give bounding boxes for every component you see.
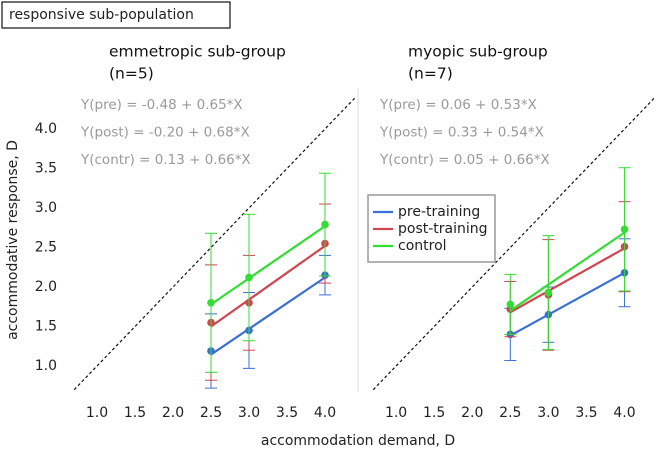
y-tick-label: 3.0 [35,200,57,216]
fit-line [210,225,326,306]
data-point [245,273,253,282]
x-tick-label: 1.5 [124,405,146,421]
panel-title: emmetropic sub-group [109,43,286,61]
data-point [544,288,553,297]
x-tick-label: 3.5 [575,405,597,421]
y-axis-label: accommodative response, D [5,140,21,340]
identity-line [73,96,356,391]
y-tick-label: 1.5 [35,319,57,335]
data-point [207,299,215,307]
fit-line [509,231,626,312]
x-tick-label: 3.0 [238,405,260,421]
x-tick-label: 1.0 [385,405,407,421]
data-point [321,220,329,229]
x-tick-label: 2.5 [200,405,222,421]
x-axis-label: accommodation demand, D [261,433,455,449]
fit-equation: Y(contr) = 0.13 + 0.66*X [80,152,251,168]
x-tick-label: 1.0 [86,405,108,421]
x-tick-label: 3.0 [537,405,559,421]
header-box [1,1,231,29]
legend-label: control [398,238,447,254]
fit-line [210,245,326,328]
panel-title: myopic sub-group [408,43,548,61]
header: responsive sub-population [9,7,194,23]
x-tick-label: 2.0 [162,405,184,421]
panel-subtitle: (n=5) [109,65,154,83]
fit-equation: Y(post) = 0.33 + 0.54*X [379,125,544,141]
y-tick-label: 2.0 [35,279,57,295]
fit-equation: Y(post) = -0.20 + 0.68*X [80,125,250,141]
identity-line [372,96,656,391]
fit-equation: Y(pre) = -0.48 + 0.65*X [80,97,243,113]
y-tick-label: 2.5 [35,240,57,256]
x-tick-label: 1.5 [423,405,445,421]
fit-line [509,247,626,314]
x-tick-label: 2.5 [499,405,521,421]
x-tick-label: 3.5 [276,405,298,421]
x-tick-label: 4.0 [314,405,336,421]
y-tick-label: 4.0 [35,121,57,137]
y-tick-label: 3.5 [35,161,57,177]
fit-line [509,271,626,337]
legend-label: post-training [398,221,488,237]
panel-subtitle: (n=7) [408,65,453,83]
x-tick-label: 2.0 [461,405,483,421]
legend-box [367,194,496,263]
fit-line [210,276,326,356]
data-point [620,225,629,234]
y-tick-label: 1.0 [35,358,57,374]
fit-equation: Y(contr) = 0.05 + 0.66*X [379,152,550,168]
fit-equation: Y(pre) = 0.06 + 0.53*X [379,97,537,113]
data-point [506,300,515,309]
legend-label: pre-training [398,204,480,220]
x-tick-label: 4.0 [613,405,635,421]
